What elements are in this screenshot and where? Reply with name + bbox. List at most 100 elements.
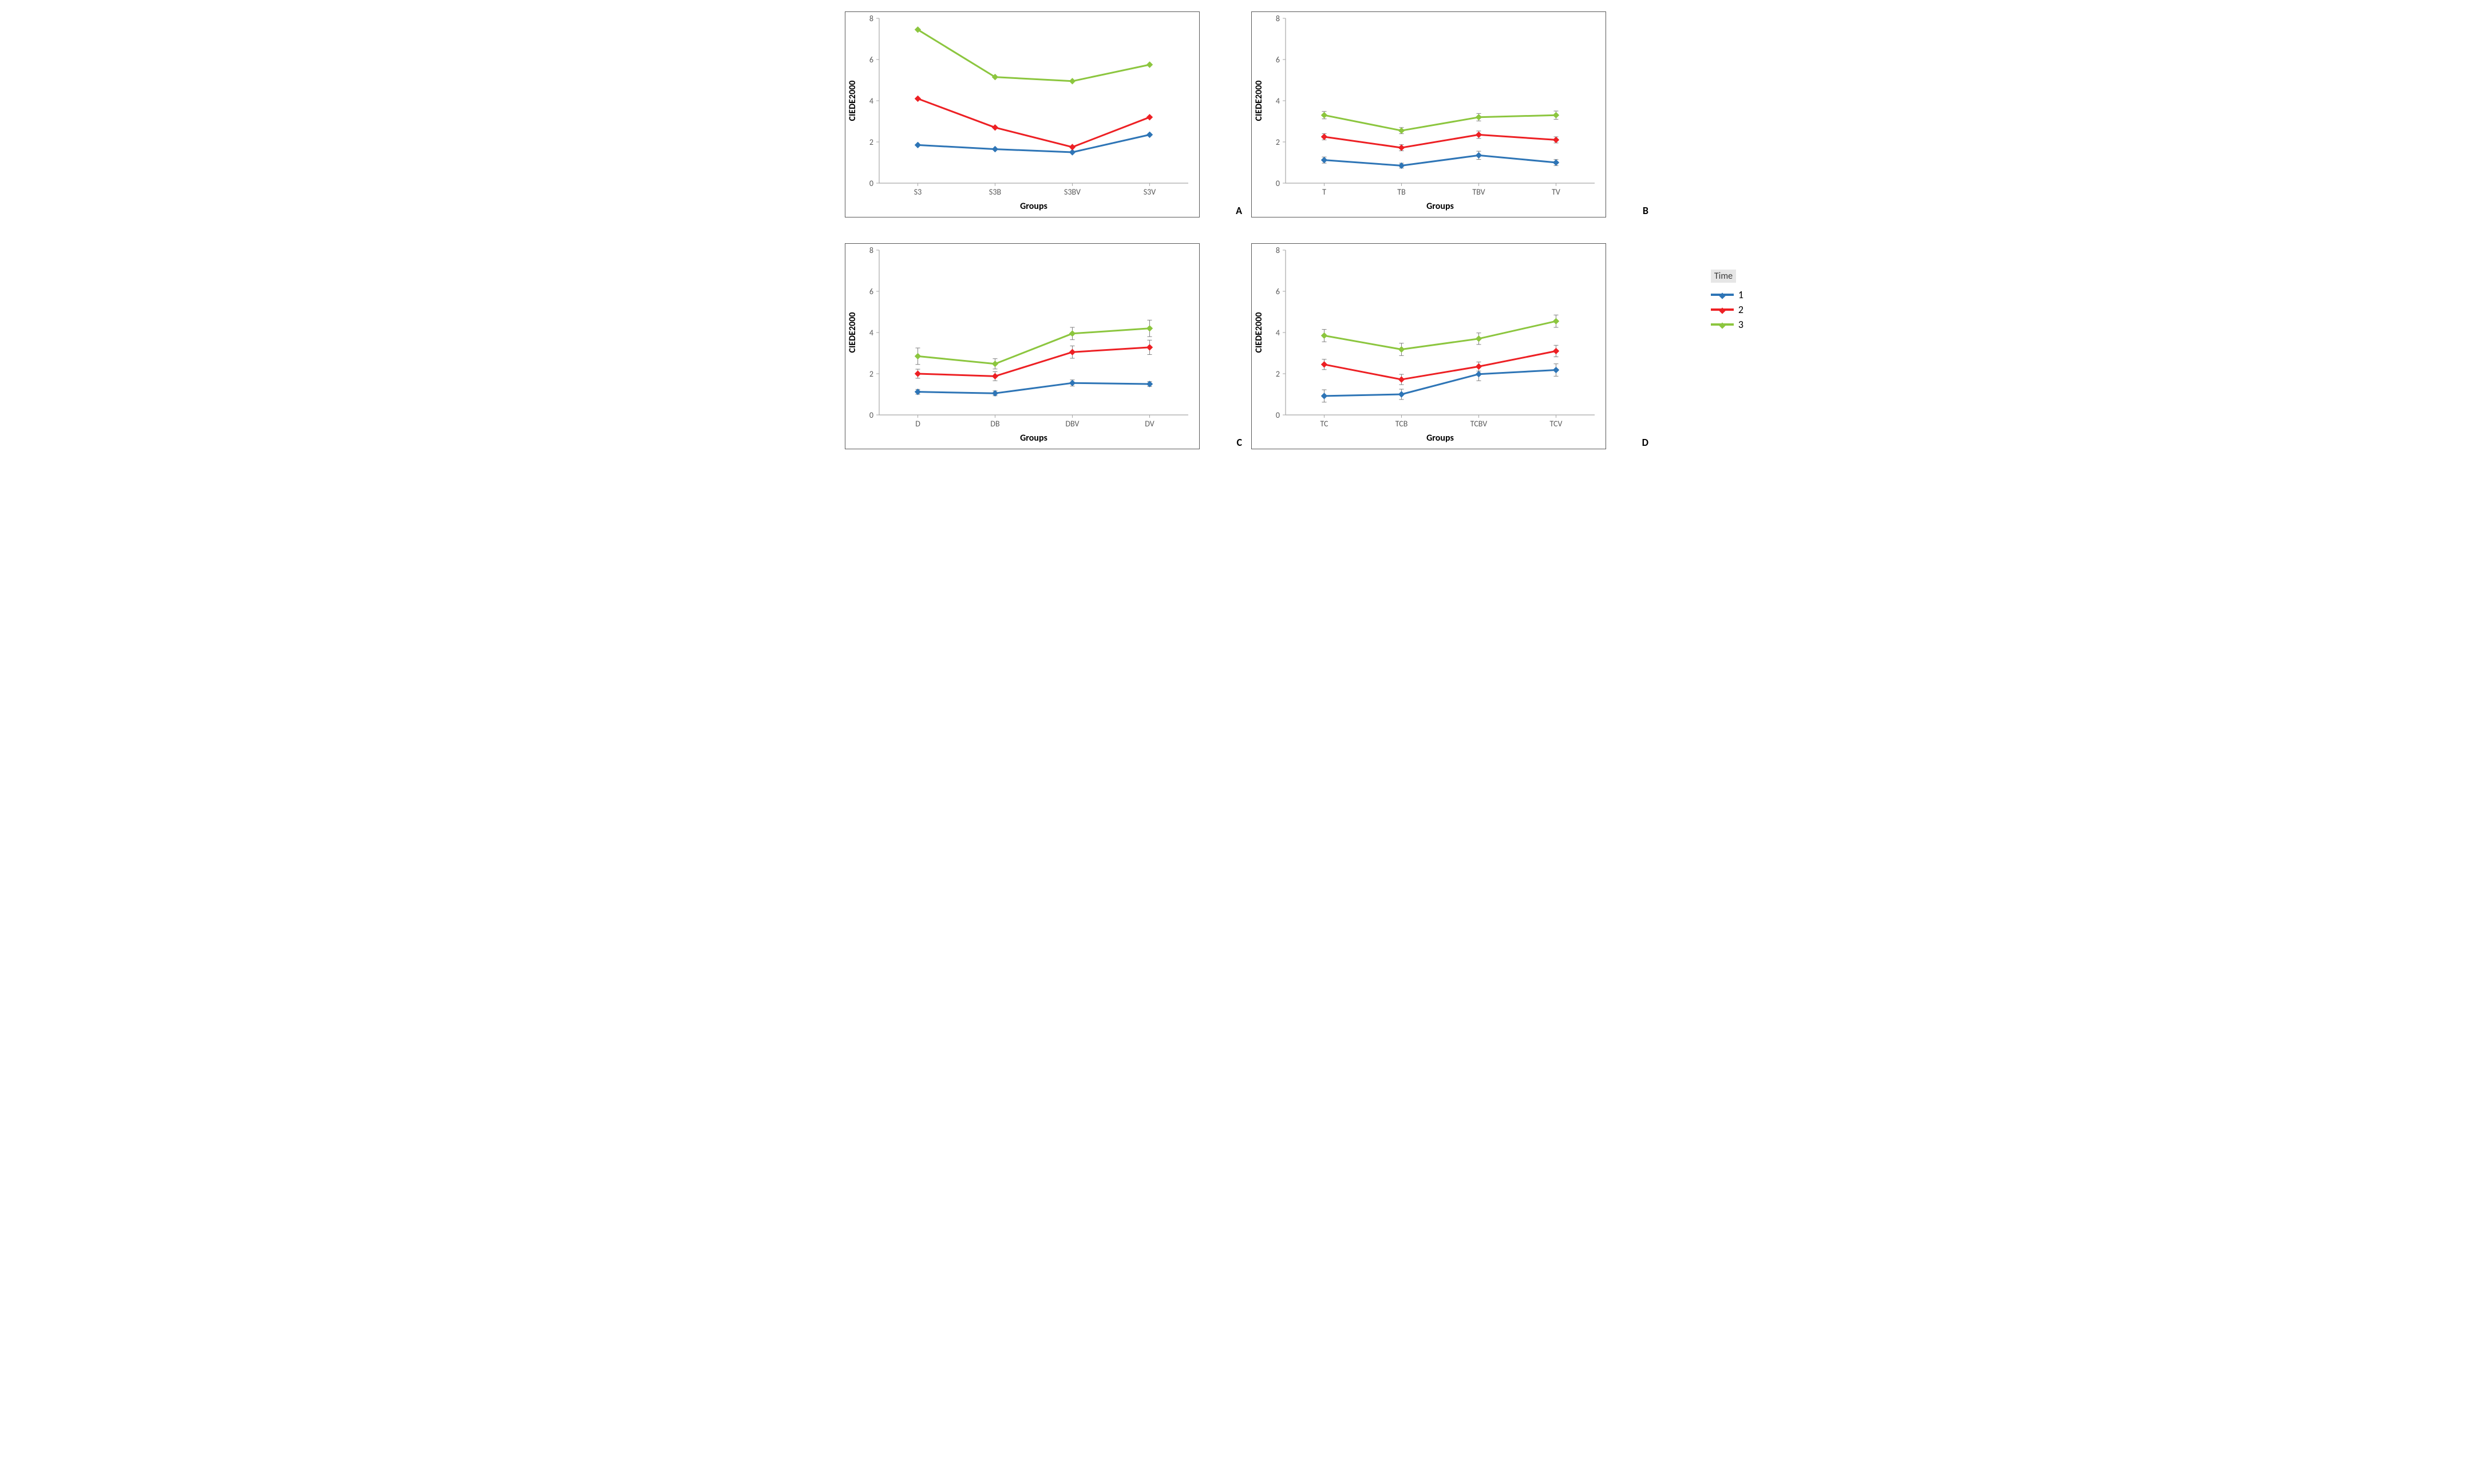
data-marker [1399,163,1405,168]
legend-swatch [1711,323,1734,326]
data-marker [1476,363,1482,369]
data-marker [1070,380,1076,386]
data-marker [993,361,998,367]
data-marker [1553,137,1559,143]
series-line [1324,134,1556,148]
panel-letter: A [1236,204,1242,217]
y-tick-label: 2 [869,137,873,147]
series-line [1324,321,1556,349]
data-marker [1399,145,1405,151]
panel-C: 02468CIEDE2000DDBDBVDVGroupsC [845,243,1240,452]
y-tick-label: 6 [1276,287,1280,296]
x-tick-label: S3B [989,187,1002,197]
x-axis-label: Groups [1020,201,1047,212]
x-tick-label: DV [1145,419,1154,429]
data-marker [1147,62,1153,68]
x-tick-label: S3 [914,187,922,197]
legend-item: 1 [1711,288,1743,301]
x-tick-label: TB [1397,187,1406,197]
y-tick-label: 0 [1276,179,1280,188]
data-marker [1476,336,1482,342]
data-marker [993,125,998,130]
data-marker [993,147,998,152]
x-tick-label: S3V [1144,187,1156,197]
data-marker [1322,157,1327,163]
panel-B: 02468CIEDE2000TTBTBVTVGroupsB [1251,11,1646,220]
legend-title: Time [1711,270,1736,283]
data-marker [915,142,921,148]
data-marker [915,353,921,359]
panel-letter: D [1642,436,1648,449]
data-marker [993,373,998,379]
y-tick-label: 2 [1276,137,1280,147]
y-tick-label: 4 [1276,96,1280,106]
data-marker [1553,160,1559,165]
data-marker [1147,345,1153,350]
data-marker [915,389,921,395]
data-marker [1399,391,1405,397]
y-tick-label: 8 [1276,14,1280,23]
x-tick-label: TC [1320,419,1329,429]
legend: Time 1 2 3 [1711,269,1743,333]
y-tick-label: 8 [1276,246,1280,255]
y-tick-label: 4 [869,328,873,338]
series-line [1324,155,1556,165]
chart-panel: 02468CIEDE2000DDBDBVDVGroups [845,243,1200,449]
data-marker [1553,348,1559,354]
data-marker [1147,326,1153,331]
x-tick-label: D [915,419,920,429]
x-axis-label: Groups [1426,433,1454,444]
y-tick-label: 0 [1276,410,1280,420]
data-marker [915,96,921,101]
data-marker [1399,347,1405,353]
x-tick-label: TCV [1550,419,1563,429]
legend-label: 3 [1738,318,1743,331]
data-marker [1322,362,1327,367]
data-marker [1147,132,1153,137]
data-marker [1322,393,1327,399]
data-marker [1553,367,1559,373]
x-tick-label: S3BV [1064,187,1081,197]
y-axis-label: CIEDE2000 [847,312,858,353]
data-marker [1553,112,1559,118]
data-marker [1476,132,1482,137]
series-line [918,347,1150,376]
data-marker [1399,128,1405,133]
y-axis-label: CIEDE2000 [1254,81,1264,121]
data-marker [1322,112,1327,118]
data-marker [993,390,998,396]
series-line [918,30,1150,81]
data-marker [1322,134,1327,140]
data-marker [1476,114,1482,120]
y-tick-label: 0 [869,410,873,420]
data-marker [1476,371,1482,377]
series-line [1324,370,1556,396]
x-tick-label: T [1322,187,1326,197]
y-tick-label: 6 [869,287,873,296]
x-axis-label: Groups [1020,433,1047,444]
legend-item: 2 [1711,303,1743,316]
y-tick-label: 4 [1276,328,1280,338]
y-tick-label: 6 [1276,55,1280,65]
x-tick-label: TCBV [1470,419,1487,429]
data-marker [1070,144,1076,150]
data-marker [1070,331,1076,337]
panel-letter: B [1643,204,1648,217]
y-tick-label: 8 [869,246,873,255]
data-marker [1553,318,1559,324]
legend-label: 2 [1738,303,1743,316]
x-tick-label: DB [990,419,1000,429]
x-tick-label: TV [1552,187,1560,197]
panel-letter: C [1236,436,1242,449]
data-marker [1476,152,1482,158]
x-tick-label: TBV [1472,187,1485,197]
data-marker [1399,377,1405,382]
legend-label: 1 [1738,288,1743,301]
series-line [918,98,1150,147]
legend-item: 3 [1711,318,1743,331]
y-tick-label: 0 [869,179,873,188]
series-line [1324,351,1556,379]
y-tick-label: 4 [869,96,873,106]
series-line [918,383,1150,393]
data-marker [1070,78,1076,84]
